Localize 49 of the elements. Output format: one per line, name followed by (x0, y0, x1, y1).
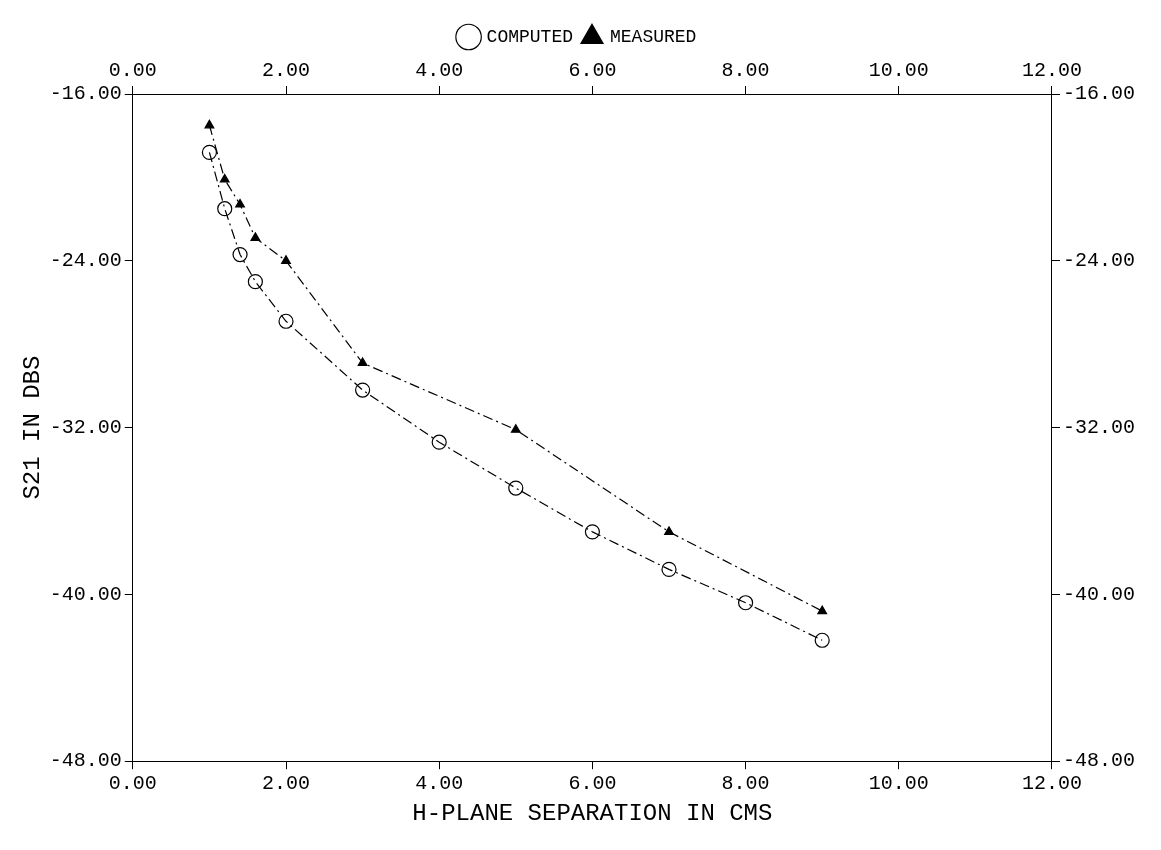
point (510, 424, 521, 433)
x-tick-label: 0.00 (108, 772, 157, 796)
x-tick-label: 12.00 (1021, 772, 1082, 796)
point (355, 382, 371, 398)
point (508, 480, 524, 496)
point (584, 524, 600, 540)
point (232, 246, 248, 263)
point (357, 357, 368, 367)
point (250, 232, 261, 241)
point (431, 434, 447, 450)
point (814, 632, 830, 648)
x-tick-label: 2.00 (262, 772, 311, 796)
legend-label: MEASURED (610, 26, 697, 47)
y2-tick-label: -48.00 (1062, 749, 1135, 773)
x-tick-label: 8.00 (721, 772, 770, 796)
y2-tick-label: -16.00 (1062, 82, 1135, 106)
x-tick-label: 10.00 (868, 772, 929, 796)
point (235, 198, 245, 208)
point (278, 313, 294, 329)
point (219, 173, 230, 183)
point (201, 144, 218, 160)
y2-tick-label: -24.00 (1062, 249, 1135, 273)
point (738, 595, 754, 611)
x-tick-label: 4.00 (415, 772, 464, 796)
y2-tick-label: -40.00 (1062, 582, 1135, 606)
x2-tick-label: 2.00 (262, 59, 311, 83)
y-axis-title: S21 IN DBS (18, 355, 46, 500)
point (281, 255, 291, 264)
point (817, 605, 828, 615)
y-tick-label: -48.00 (49, 749, 122, 773)
point (661, 561, 677, 577)
y-tick-label: -32.00 (49, 415, 122, 439)
legend-label: COMPUTED (486, 26, 574, 47)
x2-tick-label: 8.00 (721, 59, 770, 83)
x2-tick-label: 0.00 (108, 59, 157, 83)
x-tick-label: 6.00 (568, 772, 617, 796)
x-axis-title: H-PLANE SEPARATION IN CMS (412, 799, 773, 827)
y-tick-label: -16.00 (49, 82, 122, 106)
point (247, 274, 263, 290)
point (217, 201, 233, 217)
x2-tick-label: 10.00 (868, 59, 929, 83)
point (664, 526, 674, 535)
point (204, 119, 215, 129)
y-tick-label: -24.00 (49, 249, 122, 273)
x2-tick-label: 6.00 (568, 59, 617, 83)
y2-tick-label: -32.00 (1062, 415, 1135, 439)
x2-tick-label: 4.00 (415, 59, 464, 83)
y-tick-label: -40.00 (49, 582, 122, 606)
x2-tick-label: 12.00 (1021, 59, 1082, 83)
